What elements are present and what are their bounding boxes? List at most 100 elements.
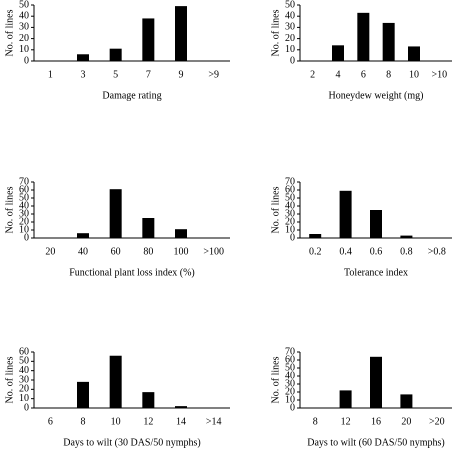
x-tick-label: 60 bbox=[111, 246, 121, 257]
x-tick-label: 16 bbox=[371, 416, 381, 427]
x-tick-label: 12 bbox=[143, 416, 153, 427]
x-tick-label: 3 bbox=[81, 69, 86, 80]
y-tick-label: 50 bbox=[285, 362, 295, 373]
bar bbox=[339, 190, 352, 238]
y-tick-label: 40 bbox=[285, 10, 295, 21]
x-tick-label: 8 bbox=[313, 416, 318, 427]
x-tick-label: 2 bbox=[310, 69, 315, 80]
bar bbox=[382, 22, 395, 62]
y-tick-label: 0 bbox=[24, 402, 29, 413]
x-tick-label: >9 bbox=[208, 69, 219, 80]
x-tick-label: 10 bbox=[409, 69, 419, 80]
y-tick-label: 40 bbox=[285, 370, 295, 381]
bar bbox=[142, 18, 155, 61]
bar bbox=[109, 189, 122, 238]
y-tick-label: 40 bbox=[19, 200, 29, 211]
bar bbox=[370, 210, 382, 238]
x-tick-label: >20 bbox=[429, 416, 445, 427]
y-tick-label: 50 bbox=[19, 0, 29, 10]
x-axis-label: Tolerance index bbox=[344, 267, 408, 278]
x-tick-label: 8 bbox=[386, 69, 391, 80]
x-tick-label: 10 bbox=[111, 416, 121, 427]
bar bbox=[175, 406, 187, 408]
y-tick-label: 50 bbox=[285, 192, 295, 203]
y-tick-label: 30 bbox=[285, 378, 295, 389]
y-tick-label: 0 bbox=[290, 55, 295, 66]
bar bbox=[77, 381, 89, 408]
y-axis-label: No. of lines bbox=[270, 186, 281, 233]
y-tick-label: 20 bbox=[285, 33, 295, 44]
bar bbox=[309, 234, 322, 238]
x-tick-label: 80 bbox=[143, 246, 153, 257]
y-tick-label: 0 bbox=[290, 402, 295, 413]
x-tick-label: 9 bbox=[179, 69, 184, 80]
x-tick-label: 5 bbox=[113, 69, 118, 80]
y-tick-label: 60 bbox=[285, 354, 295, 365]
bar bbox=[339, 390, 352, 408]
x-tick-label: 14 bbox=[176, 416, 186, 427]
y-tick-label: 50 bbox=[19, 356, 29, 367]
bar bbox=[109, 355, 122, 408]
y-axis-label: No. of lines bbox=[4, 356, 15, 403]
x-tick-label: 0.4 bbox=[339, 246, 352, 257]
x-tick-label: 0.8 bbox=[400, 246, 413, 257]
y-tick-label: 10 bbox=[19, 393, 29, 404]
y-tick-label: 70 bbox=[19, 176, 29, 187]
y-tick-label: 30 bbox=[19, 208, 29, 219]
y-tick-label: 60 bbox=[19, 184, 29, 195]
y-tick-label: 60 bbox=[19, 346, 29, 357]
y-tick-label: 40 bbox=[285, 200, 295, 211]
y-tick-label: 20 bbox=[285, 386, 295, 397]
y-tick-label: 50 bbox=[285, 0, 295, 10]
y-tick-label: 10 bbox=[285, 394, 295, 405]
x-axis-label: Days to wilt (30 DAS/50 nymphs) bbox=[63, 437, 201, 448]
bar bbox=[408, 46, 420, 61]
x-tick-label: 7 bbox=[146, 69, 151, 80]
bar bbox=[142, 392, 155, 408]
bar bbox=[77, 233, 89, 238]
x-axis-label: Damage rating bbox=[102, 90, 161, 101]
x-axis-label: Functional plant loss index (%) bbox=[69, 267, 195, 278]
x-axis-label: Days to wilt (60 DAS/50 nymphs) bbox=[307, 437, 445, 448]
x-tick-label: >14 bbox=[206, 416, 222, 427]
y-tick-label: 30 bbox=[19, 374, 29, 385]
y-tick-label: 30 bbox=[19, 22, 29, 33]
y-tick-label: 40 bbox=[19, 10, 29, 21]
x-tick-label: 6 bbox=[48, 416, 53, 427]
bar bbox=[109, 48, 122, 61]
y-tick-label: 10 bbox=[19, 224, 29, 235]
x-tick-label: 20 bbox=[401, 416, 411, 427]
x-tick-label: 4 bbox=[336, 69, 341, 80]
y-axis-label: No. of lines bbox=[4, 186, 15, 233]
y-tick-label: 50 bbox=[19, 192, 29, 203]
y-tick-label: 20 bbox=[19, 33, 29, 44]
x-tick-label: 100 bbox=[174, 246, 189, 257]
bar bbox=[77, 54, 89, 61]
bar bbox=[332, 45, 344, 61]
y-tick-label: 10 bbox=[285, 224, 295, 235]
bar bbox=[175, 229, 187, 238]
y-tick-label: 30 bbox=[285, 208, 295, 219]
x-tick-label: 12 bbox=[341, 416, 351, 427]
x-tick-label: 40 bbox=[78, 246, 88, 257]
x-tick-label: >0.8 bbox=[428, 246, 446, 257]
x-tick-label: >10 bbox=[432, 69, 448, 80]
y-tick-label: 0 bbox=[24, 55, 29, 66]
y-tick-label: 30 bbox=[285, 22, 295, 33]
y-tick-label: 20 bbox=[285, 216, 295, 227]
bar bbox=[370, 356, 382, 408]
y-tick-label: 20 bbox=[19, 384, 29, 395]
bar bbox=[175, 6, 187, 62]
x-tick-label: 6 bbox=[361, 69, 366, 80]
x-tick-label: 8 bbox=[81, 416, 86, 427]
y-axis-label: No. of lines bbox=[270, 9, 281, 56]
bar bbox=[357, 12, 370, 61]
x-tick-label: >100 bbox=[203, 246, 224, 257]
y-tick-label: 10 bbox=[285, 44, 295, 55]
bar bbox=[400, 235, 413, 238]
y-tick-label: 70 bbox=[285, 176, 295, 187]
y-tick-label: 60 bbox=[285, 184, 295, 195]
y-axis-label: No. of lines bbox=[4, 9, 15, 56]
x-axis-label: Honeydew weight (mg) bbox=[329, 90, 424, 101]
